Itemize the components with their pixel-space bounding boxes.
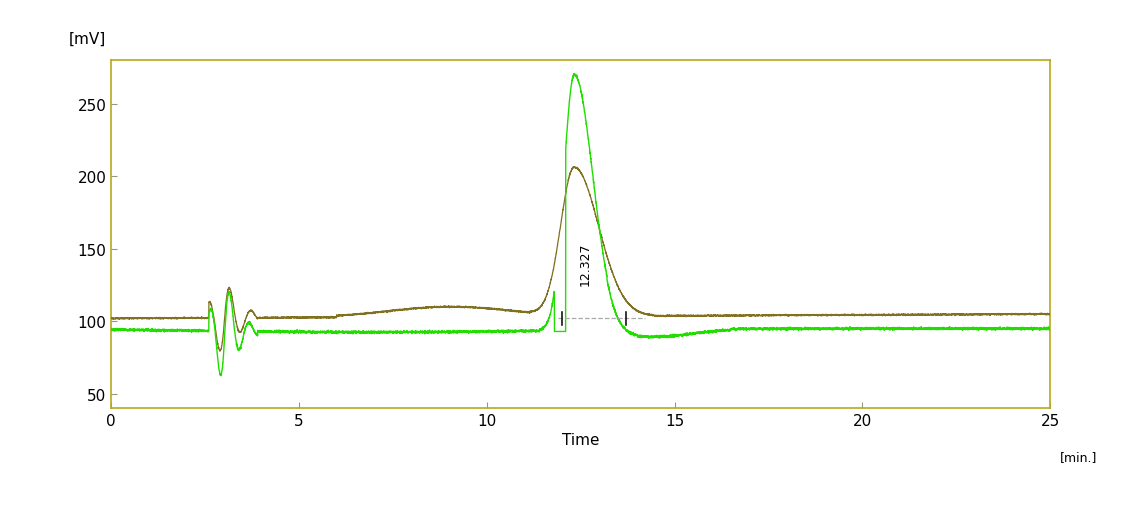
Text: 12.327: 12.327 [579, 242, 592, 286]
Text: [mV]: [mV] [69, 32, 107, 47]
Text: [min.]: [min.] [1059, 450, 1097, 463]
X-axis label: Time: Time [562, 433, 600, 447]
